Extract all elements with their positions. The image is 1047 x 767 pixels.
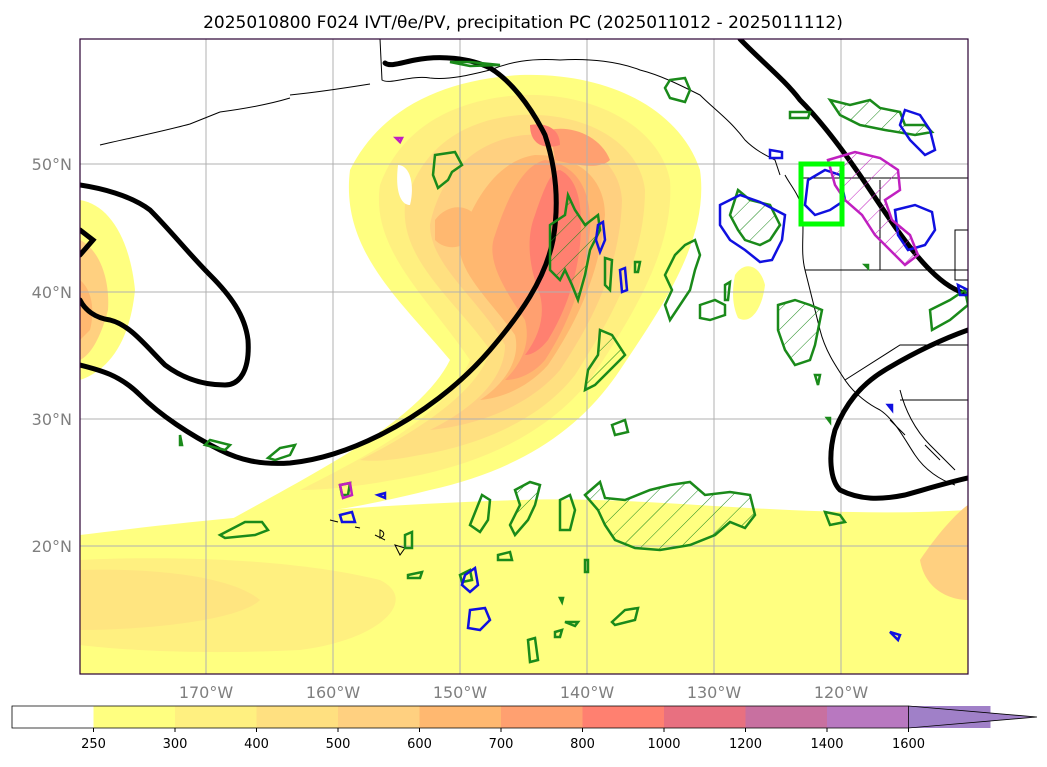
lon-label-120w: 120°W: [814, 683, 869, 702]
theta-e-contours: [80, 39, 968, 501]
state-borders: [805, 180, 968, 401]
colorbar-labels: 250 300 400 500 600 700 800 1000 1200 1400 1600: [81, 737, 925, 752]
colorbar-label: 600: [407, 737, 432, 752]
colorbar-label: 1000: [647, 737, 680, 752]
lon-labels: 170°W 160°W 150°W 140°W 130°W 120°W: [179, 683, 869, 702]
lat-label-20n: 20°N: [32, 537, 72, 556]
colorbar-segment: [338, 706, 420, 728]
colorbar-segment: [582, 706, 665, 728]
colorbar-frame: [11, 705, 909, 729]
colorbar-label: 1200: [729, 737, 762, 752]
alaska-coast: [99, 39, 781, 176]
lon-label-150w: 150°W: [433, 683, 488, 702]
colorbar: [11, 705, 1038, 732]
lat-label-50n: 50°N: [32, 155, 72, 174]
colorbar-segment: [664, 706, 746, 728]
target-region-box: [798, 161, 845, 227]
colorbar-segment: [827, 706, 909, 728]
baja-california: [899, 389, 956, 471]
map-title: 2025010800 F024 IVT/θe/PV, precipitation…: [203, 13, 843, 33]
colorbar-label: 500: [326, 737, 351, 752]
theta-e-west-hook: [80, 227, 97, 258]
lat-label-40n: 40°N: [32, 283, 72, 302]
pv-contours-magenta: [338, 136, 920, 500]
colorbar-segment: [501, 706, 583, 728]
colorbar-extend-arrow: [908, 705, 1038, 729]
colorbar-segment: [419, 706, 502, 728]
colorbar-label: 250: [81, 737, 106, 752]
colorbar-segment: [256, 706, 339, 728]
colorbar-label: 700: [489, 737, 514, 752]
lon-label-130w: 130°W: [687, 683, 742, 702]
colorbar-label: 1600: [892, 737, 925, 752]
colorbar-label: 300: [163, 737, 188, 752]
colorbar-segment: [175, 706, 257, 728]
lat-label-30n: 30°N: [32, 410, 72, 429]
colorbar-label: 400: [244, 737, 269, 752]
lat-labels: 20°N 30°N 40°N 50°N: [32, 155, 72, 556]
colorbar-label: 800: [570, 737, 595, 752]
hawaii-islands: [329, 519, 406, 556]
theta-e-main: [80, 55, 559, 466]
colorbar-segment: [12, 706, 94, 728]
map-frame: [79, 38, 969, 675]
colorbar-segment: [745, 706, 828, 728]
lon-label-160w: 160°W: [306, 683, 361, 702]
lon-label-140w: 140°W: [560, 683, 615, 702]
theta-e-west-loop: [80, 182, 251, 388]
ivt-field: [80, 74, 968, 674]
map-area: [80, 39, 968, 674]
lon-label-170w: 170°W: [179, 683, 234, 702]
theta-e-southeast: [828, 327, 968, 501]
colorbar-segment: [93, 706, 176, 728]
pv-contours-green: [178, 60, 968, 664]
colorbar-label: 1400: [810, 737, 843, 752]
